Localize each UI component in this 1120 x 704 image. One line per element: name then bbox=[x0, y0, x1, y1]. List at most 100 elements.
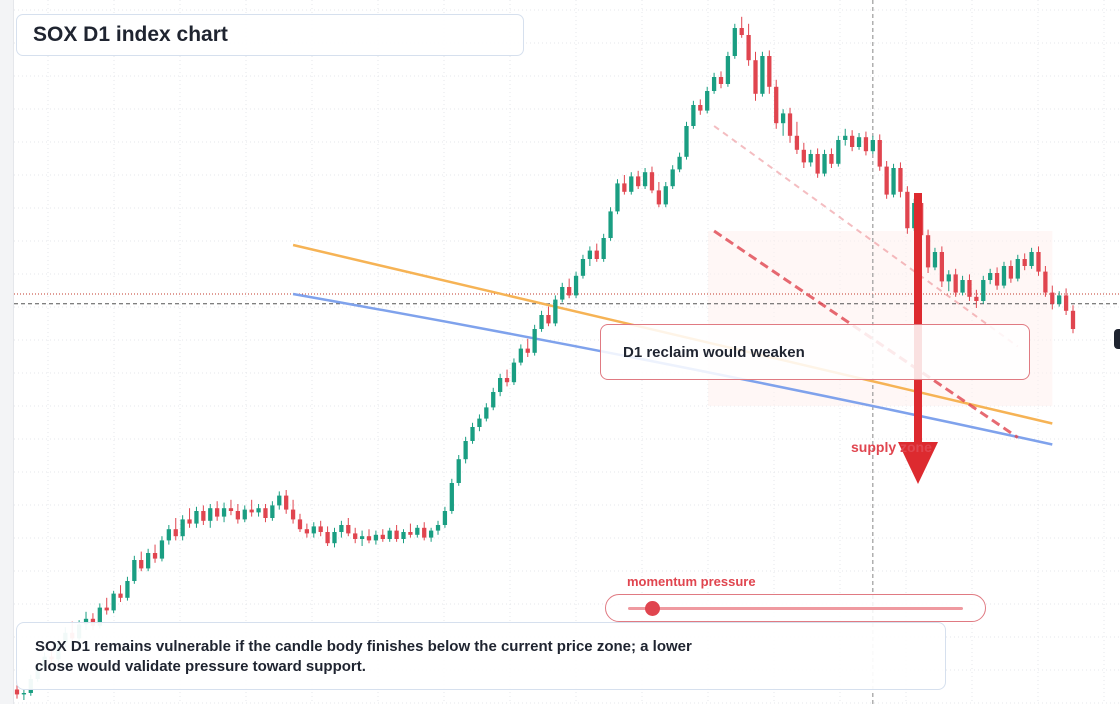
candle-up bbox=[691, 100, 696, 129]
candle-body bbox=[159, 540, 165, 559]
candle-body bbox=[1015, 259, 1020, 279]
candle-body bbox=[277, 495, 282, 506]
candle-up bbox=[511, 358, 517, 385]
candle-body bbox=[836, 140, 841, 164]
candle-body bbox=[380, 534, 385, 539]
candle-body bbox=[698, 105, 703, 111]
candle-body bbox=[815, 154, 820, 174]
left-toolbar-rail bbox=[0, 0, 14, 704]
candle-down bbox=[967, 274, 972, 301]
momentum-knob bbox=[644, 601, 660, 616]
candle-down bbox=[422, 522, 427, 541]
candle-body bbox=[235, 511, 241, 520]
candle-up bbox=[856, 133, 862, 150]
candle-body bbox=[284, 495, 289, 510]
candle-body bbox=[718, 77, 724, 84]
candle-body bbox=[677, 156, 682, 170]
candle-body bbox=[111, 593, 116, 611]
candle-body bbox=[539, 315, 544, 329]
candle-down bbox=[863, 131, 869, 156]
candle-up bbox=[221, 502, 227, 523]
candle-body bbox=[843, 135, 848, 140]
candle-body bbox=[311, 526, 316, 534]
arrow-shaft bbox=[914, 193, 922, 445]
candle-body bbox=[905, 191, 910, 229]
momentum-track bbox=[628, 607, 963, 610]
candle-up bbox=[870, 135, 875, 154]
arrow-head bbox=[898, 442, 938, 484]
resistance-line-light bbox=[713, 125, 1019, 348]
candle-body bbox=[1008, 266, 1014, 279]
momentum-label: momentum pressure bbox=[627, 574, 756, 589]
candle-body bbox=[166, 529, 171, 541]
candle-down bbox=[304, 523, 310, 538]
candle-down bbox=[767, 50, 772, 94]
candle-body bbox=[428, 530, 434, 538]
candle-down bbox=[829, 148, 834, 168]
candle-body bbox=[318, 526, 323, 532]
candle-body bbox=[208, 508, 213, 521]
candle-up bbox=[711, 72, 717, 94]
candle-down bbox=[739, 16, 744, 38]
candle-up bbox=[580, 254, 586, 279]
candle-body bbox=[981, 280, 986, 301]
candle-down bbox=[567, 278, 572, 299]
candle-up bbox=[491, 387, 496, 411]
candle-down bbox=[228, 499, 234, 516]
candle-body bbox=[642, 172, 648, 187]
candle-body bbox=[787, 113, 793, 136]
candle-body bbox=[408, 532, 413, 535]
candle-up bbox=[449, 478, 454, 514]
chart-title: SOX D1 index chart bbox=[33, 23, 228, 46]
candle-body bbox=[152, 553, 158, 559]
candle-body bbox=[242, 509, 247, 520]
candle-down bbox=[346, 518, 351, 537]
candle-down bbox=[787, 107, 793, 143]
candle-down bbox=[394, 525, 399, 542]
candle-body bbox=[656, 190, 662, 205]
candle-body bbox=[953, 274, 958, 293]
candle-down bbox=[408, 523, 413, 538]
candle-up bbox=[21, 688, 27, 700]
candle-body bbox=[332, 532, 337, 544]
candle-up bbox=[277, 491, 282, 510]
candle-body bbox=[304, 529, 310, 534]
candle-down bbox=[215, 501, 220, 521]
candle-up bbox=[401, 529, 406, 544]
candle-body bbox=[732, 28, 737, 56]
candle-up bbox=[843, 128, 848, 146]
candle-up bbox=[532, 324, 537, 356]
candle-up bbox=[166, 525, 171, 545]
candle-body bbox=[373, 534, 379, 541]
price-axis-tag[interactable] bbox=[1114, 329, 1120, 349]
candle-body bbox=[518, 348, 523, 363]
candle-body bbox=[1050, 292, 1055, 304]
candle-body bbox=[339, 525, 344, 532]
candle-down bbox=[994, 267, 1000, 290]
candle-body bbox=[525, 348, 530, 353]
candle-body bbox=[14, 689, 20, 695]
candle-body bbox=[822, 154, 827, 174]
candle-up bbox=[836, 135, 841, 167]
candle-down bbox=[774, 79, 779, 129]
candle-body bbox=[829, 154, 834, 164]
candle-down bbox=[152, 544, 158, 563]
candle-down bbox=[353, 527, 358, 544]
candle-body bbox=[484, 407, 489, 419]
candle-down bbox=[504, 369, 510, 387]
candle-up bbox=[587, 246, 593, 266]
candle-up bbox=[125, 576, 130, 601]
candle-up bbox=[608, 207, 613, 241]
candle-up bbox=[428, 527, 434, 542]
candle-body bbox=[608, 211, 613, 238]
candle-body bbox=[580, 259, 586, 276]
bearish-arrow bbox=[898, 193, 938, 484]
candle-down bbox=[139, 551, 144, 572]
candle-up bbox=[242, 505, 247, 523]
candle-up bbox=[442, 506, 448, 528]
candle-body bbox=[1063, 295, 1069, 311]
candle-up bbox=[415, 525, 420, 538]
candle-body bbox=[663, 186, 668, 205]
candle-body bbox=[622, 183, 627, 192]
candle-body bbox=[263, 508, 268, 518]
